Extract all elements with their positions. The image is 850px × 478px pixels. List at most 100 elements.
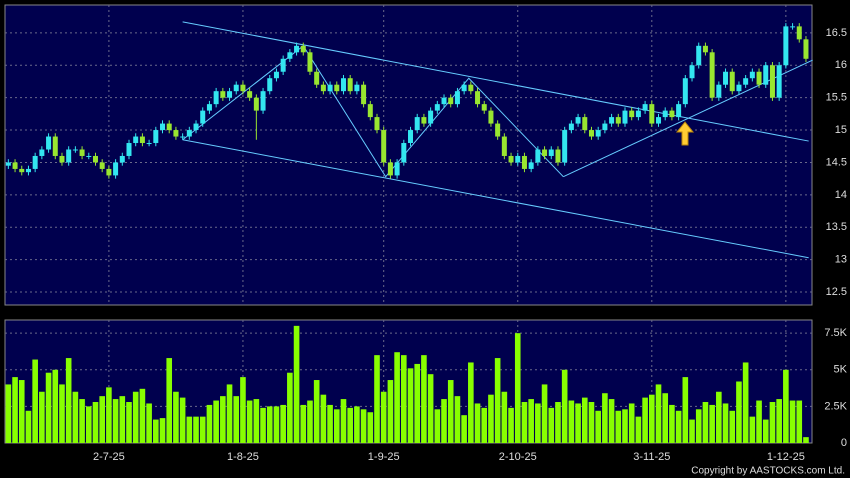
volume-bar bbox=[789, 400, 796, 443]
volume-bar bbox=[649, 394, 655, 443]
candle-body bbox=[635, 110, 641, 118]
y-tick-label: 2.5K bbox=[824, 400, 847, 412]
x-tick-label: 3-11-25 bbox=[633, 451, 670, 463]
candle-body bbox=[481, 104, 487, 111]
volume-bar bbox=[689, 419, 695, 443]
candle-body bbox=[320, 84, 326, 92]
volume-bar bbox=[434, 409, 441, 443]
volume-bar bbox=[756, 400, 762, 443]
candle-body bbox=[649, 104, 655, 124]
volume-bar bbox=[555, 402, 561, 443]
candle-body bbox=[796, 26, 802, 40]
volume-bar bbox=[575, 403, 581, 443]
volume-bar bbox=[179, 397, 186, 443]
candle-body bbox=[414, 117, 420, 131]
volume-bar bbox=[213, 400, 219, 443]
volume-bar bbox=[441, 399, 447, 443]
candle-body bbox=[689, 65, 695, 79]
volume-bar bbox=[199, 416, 206, 443]
candle-body bbox=[193, 123, 199, 131]
arrow-marker bbox=[675, 121, 695, 146]
volume-bar bbox=[240, 377, 246, 443]
volume-bar bbox=[18, 380, 25, 443]
candle-body bbox=[669, 110, 675, 118]
candle-body bbox=[381, 130, 387, 163]
volume-bar bbox=[642, 397, 648, 443]
candle-body bbox=[314, 71, 320, 85]
candle-body bbox=[59, 155, 65, 163]
candle-body bbox=[629, 110, 635, 118]
volume-bar bbox=[508, 407, 514, 443]
volume-bar bbox=[394, 352, 400, 443]
candle-body bbox=[562, 130, 568, 163]
volume-bar bbox=[776, 399, 782, 443]
candle-body bbox=[401, 143, 407, 163]
candle-body bbox=[488, 110, 494, 124]
candle-body bbox=[495, 123, 501, 137]
copyright: Copyright by AASTOCKS.com Ltd. bbox=[691, 466, 845, 477]
volume-bar bbox=[45, 372, 52, 443]
volume-bar bbox=[749, 416, 756, 443]
volume-bar bbox=[139, 388, 146, 443]
candle-body bbox=[682, 78, 688, 105]
candle-body bbox=[200, 110, 206, 124]
candle-body bbox=[166, 123, 172, 131]
candle-body bbox=[340, 78, 346, 92]
candle-body bbox=[253, 97, 259, 111]
candle-body bbox=[287, 52, 293, 59]
volume-bar bbox=[307, 400, 313, 443]
volume-bar bbox=[12, 377, 18, 443]
candle-body bbox=[776, 65, 782, 98]
volume-bar bbox=[273, 406, 280, 443]
volume-bar bbox=[354, 406, 360, 443]
trendline bbox=[182, 139, 809, 259]
candle-body bbox=[515, 155, 521, 163]
volume-bar bbox=[159, 418, 166, 443]
candle-body bbox=[367, 104, 373, 118]
candle-body bbox=[702, 45, 708, 53]
volume-bar bbox=[5, 384, 12, 443]
candle-body bbox=[602, 123, 608, 131]
candle-body bbox=[461, 84, 467, 92]
volume-bar bbox=[65, 358, 72, 443]
x-tick-label: 2-7-25 bbox=[93, 451, 125, 463]
volume-bar bbox=[166, 358, 173, 443]
volume-bar bbox=[662, 393, 669, 443]
candle-body bbox=[79, 149, 85, 156]
candle-body bbox=[327, 84, 333, 92]
volume-bar bbox=[387, 380, 394, 443]
volume-bar bbox=[702, 402, 709, 443]
candle-body bbox=[521, 155, 527, 169]
volume-bar bbox=[112, 399, 119, 443]
x-tick-label: 1-12-25 bbox=[767, 451, 805, 463]
candle-body bbox=[428, 110, 434, 124]
volume-bar bbox=[481, 407, 488, 443]
candle-body bbox=[354, 84, 360, 92]
volume-bar bbox=[85, 406, 92, 443]
candle-body bbox=[39, 149, 45, 156]
candle-body bbox=[535, 149, 541, 163]
candle-body bbox=[575, 117, 581, 124]
volume-bar bbox=[300, 404, 307, 443]
y-tick-label: 13 bbox=[835, 254, 847, 266]
candle-body bbox=[186, 130, 192, 137]
candle-body bbox=[273, 71, 279, 79]
candle-body bbox=[723, 71, 729, 85]
volume-bar bbox=[535, 403, 541, 443]
volume-bar bbox=[461, 415, 467, 443]
candle-body bbox=[501, 136, 507, 156]
candle-body bbox=[783, 26, 789, 66]
y-tick-label: 5K bbox=[834, 364, 848, 376]
volume-bar bbox=[595, 410, 601, 443]
volume-bar bbox=[541, 384, 548, 443]
volume-bar bbox=[287, 372, 293, 443]
volume-bar bbox=[374, 355, 380, 443]
candle-body bbox=[508, 155, 514, 163]
candle-body bbox=[86, 155, 92, 157]
volume-bar bbox=[226, 384, 233, 443]
volume-bar bbox=[682, 377, 689, 443]
volume-bar bbox=[146, 403, 152, 443]
candle-body bbox=[5, 162, 11, 166]
candle-body bbox=[790, 26, 796, 28]
